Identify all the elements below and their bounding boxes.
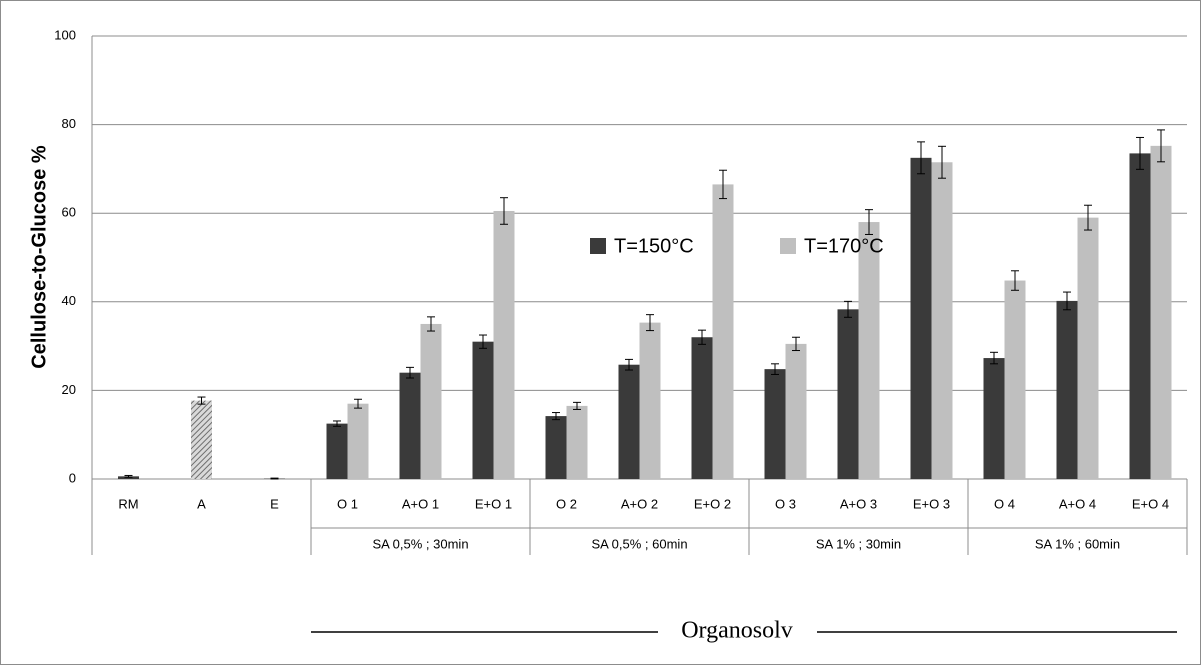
x-tick-label: A+O 1: [402, 496, 439, 511]
error-bar: [865, 209, 873, 235]
bar: [1004, 280, 1026, 479]
error-bar: [771, 363, 779, 375]
bar: [764, 369, 786, 479]
x-tick-label: A: [197, 496, 206, 511]
x-tick-label: RM: [118, 496, 138, 511]
error-bar: [333, 420, 341, 427]
x-tick-label: A+O 4: [1059, 496, 1096, 511]
legend-swatch: [590, 238, 606, 254]
bar: [858, 222, 880, 479]
bar: [326, 423, 348, 479]
error-bar: [990, 351, 998, 365]
error-bar: [552, 412, 560, 421]
x-tick-label: E+O 3: [913, 496, 950, 511]
bar: [931, 162, 953, 479]
bar: [1129, 153, 1151, 479]
bar: [399, 372, 421, 479]
error-bar: [354, 398, 362, 409]
x-tick-label: A+O 2: [621, 496, 658, 511]
error-bar: [406, 366, 414, 379]
error-bar: [197, 396, 206, 405]
bar: [493, 210, 515, 480]
error-bar: [917, 141, 925, 175]
error-bar: [1084, 204, 1092, 231]
bar: [545, 416, 567, 479]
group-label: SA 1% ; 30min: [816, 536, 901, 551]
bar: [191, 400, 212, 479]
error-bar: [938, 145, 946, 179]
error-bar: [1157, 129, 1165, 163]
error-bar: [427, 316, 435, 332]
bar: [910, 157, 932, 479]
bar: [639, 322, 661, 479]
x-tick-label: O 1: [337, 496, 358, 511]
x-tick-label: E+O 4: [1132, 496, 1169, 511]
bar: [712, 184, 734, 479]
bar: [420, 323, 442, 479]
legend-swatch: [780, 238, 796, 254]
bar: [837, 309, 859, 479]
error-bar: [479, 334, 487, 349]
error-bar: [719, 169, 727, 200]
group-label: SA 0,5% ; 30min: [372, 536, 468, 551]
error-bar: [124, 474, 133, 478]
bar: [618, 364, 640, 479]
group-label: SA 1% ; 60min: [1035, 536, 1120, 551]
bar: [983, 358, 1005, 479]
error-bar: [1011, 270, 1019, 291]
bar: [1056, 300, 1078, 479]
x-tick-label: E: [270, 496, 279, 511]
x-tick-label: E+O 1: [475, 496, 512, 511]
error-bar: [1063, 291, 1071, 311]
error-bar: [270, 477, 279, 480]
x-tick-label: O 3: [775, 496, 796, 511]
error-bar: [844, 300, 852, 318]
legend-label: T=170°C: [804, 235, 884, 257]
bar: [691, 337, 713, 479]
bar: [1150, 145, 1172, 479]
error-bar: [1136, 136, 1144, 170]
y-tick-label: 100: [54, 27, 76, 42]
bar: [347, 403, 369, 479]
error-bar: [698, 329, 706, 345]
y-tick-label: 0: [69, 470, 76, 485]
legend-label: T=150°C: [614, 235, 694, 257]
y-tick-label: 20: [62, 382, 76, 397]
error-bar: [573, 401, 581, 410]
y-tick-label: 40: [62, 293, 76, 308]
bar: [1077, 217, 1099, 479]
error-bar: [500, 197, 508, 225]
annotation: Organosolv: [681, 618, 793, 644]
error-bar: [625, 358, 633, 371]
error-bar: [646, 314, 654, 332]
x-tick-label: A+O 3: [840, 496, 877, 511]
error-bar: [792, 336, 800, 352]
y-axis-label: Cellulose-to-Glucose %: [28, 145, 50, 369]
bar: [566, 405, 588, 479]
bar: [785, 343, 807, 479]
bar: [472, 341, 494, 479]
group-label: SA 0,5% ; 60min: [591, 536, 687, 551]
y-tick-label: 60: [62, 205, 76, 220]
y-tick-label: 80: [62, 116, 76, 131]
x-tick-label: O 2: [556, 496, 577, 511]
x-tick-label: E+O 2: [694, 496, 731, 511]
x-tick-label: O 4: [994, 496, 1015, 511]
